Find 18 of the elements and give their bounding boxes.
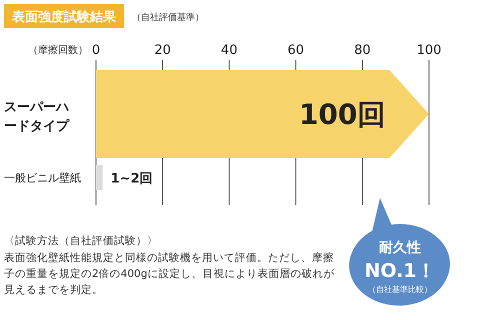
x-tick-label: 40 [220,43,238,58]
x-axis-title: （摩擦回数） [28,44,88,56]
x-tick-label: 20 [154,43,171,58]
x-tick-label: 60 [288,43,304,58]
text: 〈試験方法（自社評価試験）〉 [4,234,158,247]
chart-title: 表面強度試験結果 [11,9,117,25]
text: NO.1！ [364,260,436,282]
text: 耐久性 [379,240,421,256]
y-tick-label: スーパーハードタイプ [4,100,70,134]
x-tick-label: 0 [92,43,100,58]
text: （自社基準比較） [368,285,432,294]
x-tick-label: 100 [416,43,442,58]
y-tick-label: 一般ビニル壁紙 [4,172,81,184]
chart-subtitle: （自社評価基準） [132,12,204,23]
data-label: 100回 [298,98,386,131]
x-tick-label: 80 [354,43,371,58]
text: 表面強化壁紙性能規定と同様の試験機を用いて評価。ただし、摩擦子の重量を規定の2倍の400gに設定し、目視により表面層の破れが見えるまでを判定。 [4,251,336,296]
data-label: 1~2回 [110,172,153,186]
